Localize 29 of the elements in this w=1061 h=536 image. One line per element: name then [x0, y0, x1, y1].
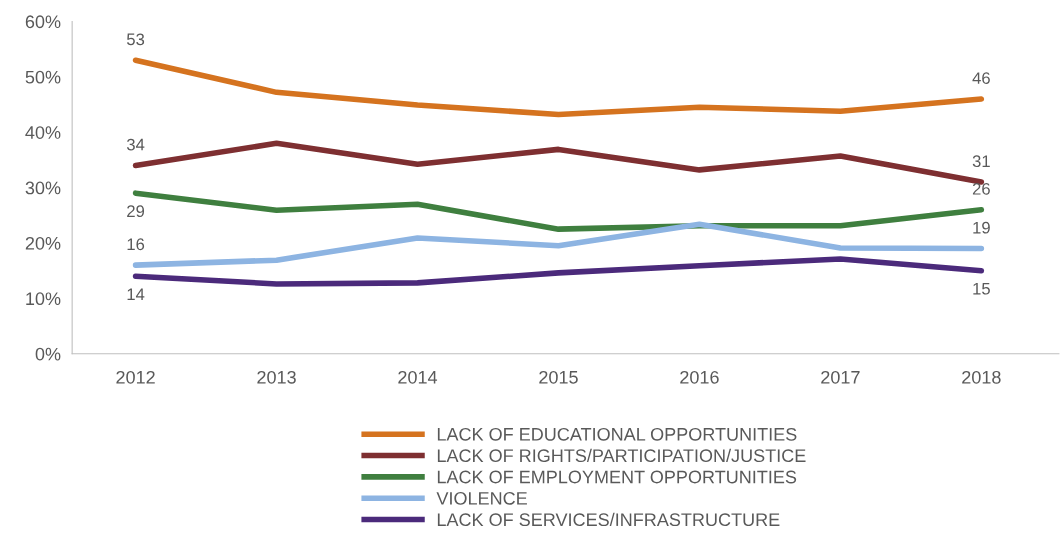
y-tick-label: 30% [25, 181, 61, 195]
x-tick-label: 2018 [962, 370, 1001, 384]
y-tick-label: 0% [35, 347, 61, 361]
x-tick-label: 2012 [116, 370, 155, 384]
y-tick-label: 50% [25, 70, 61, 84]
y-tick-label: 20% [25, 236, 61, 250]
x-tick-label: 2015 [539, 370, 578, 384]
x-tick-label: 2016 [680, 370, 719, 384]
data-label: 34 [126, 138, 145, 151]
legend-label: VIOLENCE [436, 491, 527, 505]
data-label: 29 [127, 205, 145, 218]
data-label: 26 [972, 182, 990, 195]
legend-label: LACK OF SERVICES/INFRASTRUCTURE [437, 512, 780, 527]
y-tick-label: 40% [25, 126, 61, 139]
x-tick-label: 2017 [821, 370, 860, 384]
y-tick-label: 60% [25, 15, 61, 29]
legend-label: LACK OF RIGHTS/PARTICIPATION/JUSTICE [437, 448, 806, 463]
data-label: 16 [127, 238, 145, 251]
data-label: 15 [973, 282, 990, 295]
legend-label: LACK OF EDUCATIONAL OPPORTUNITIES [437, 427, 797, 441]
data-label: 46 [972, 72, 990, 85]
data-label: 19 [973, 221, 990, 234]
data-label: 31 [972, 155, 990, 168]
x-tick-label: 2013 [257, 370, 296, 384]
x-tick-label: 2014 [398, 370, 438, 384]
legend-label: LACK OF EMPLOYMENT OPPORTUNITIES [437, 470, 797, 484]
data-label: 14 [127, 288, 145, 300]
y-tick-label: 10% [26, 292, 61, 306]
data-label: 53 [126, 33, 145, 46]
